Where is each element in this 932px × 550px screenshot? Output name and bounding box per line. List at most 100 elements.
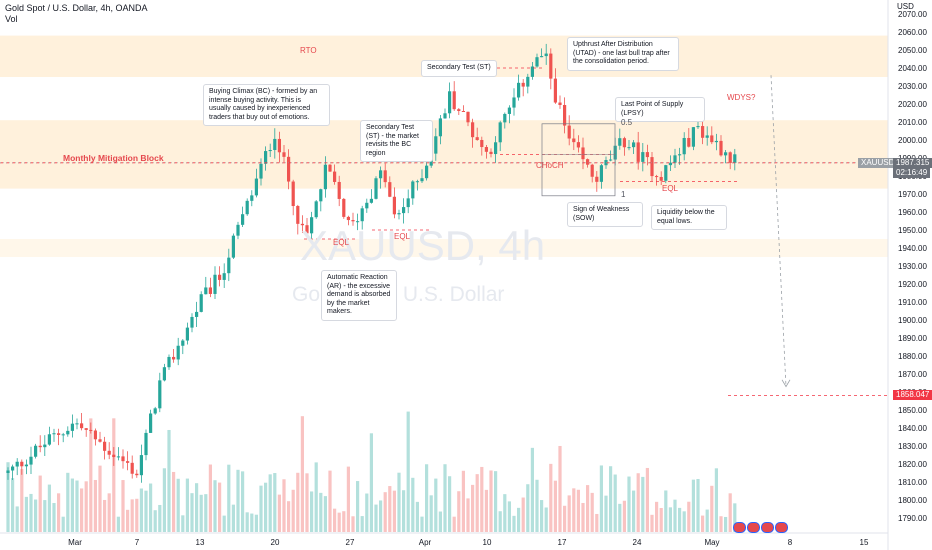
volume-bar — [287, 501, 291, 532]
note-automatic-reaction[interactable]: Automatic Reaction (AR) - the excessive … — [321, 270, 397, 321]
note-buying-climax[interactable]: Buying Climax (BC) - formed by an intens… — [203, 84, 330, 126]
price-tick-label: 1850.00 — [898, 406, 927, 415]
volume-bar — [310, 491, 314, 532]
us-flag-icon[interactable] — [747, 522, 760, 533]
volume-bar — [75, 480, 79, 532]
note-sow[interactable]: Sign of Weakness (SOW) — [567, 202, 643, 227]
candle-body — [314, 201, 318, 218]
us-flag-icon[interactable] — [761, 522, 774, 533]
candle-body — [61, 434, 65, 436]
volume-label: Vol — [5, 14, 18, 24]
candle-body — [296, 206, 300, 224]
us-flag-icon[interactable] — [733, 522, 746, 533]
volume-bar — [61, 516, 65, 532]
volume-bar — [586, 485, 590, 532]
volume-bar — [650, 514, 654, 532]
candle-body — [121, 456, 125, 462]
candle-body — [457, 109, 461, 111]
volume-bar — [227, 464, 231, 532]
volume-bar — [112, 418, 116, 532]
volume-bar — [351, 516, 355, 532]
chart-title: Gold Spot / U.S. Dollar, 4h, OANDA — [5, 3, 148, 13]
candle-body — [659, 176, 663, 181]
volume-bar — [549, 463, 553, 532]
candle-body — [397, 213, 401, 215]
volume-bar — [678, 507, 682, 532]
volume-bar — [484, 489, 488, 532]
volume-bar — [144, 490, 148, 532]
volume-bar — [668, 507, 672, 532]
note-liquidity[interactable]: Liquidity below the equal lows. — [651, 205, 727, 230]
candle-body — [563, 104, 567, 126]
candle-body — [388, 182, 392, 197]
volume-bar — [103, 499, 107, 532]
time-tick-label: 10 — [483, 538, 492, 547]
candle-body — [236, 224, 240, 236]
candle-body — [622, 138, 626, 148]
candle-body — [392, 196, 396, 215]
candle-body — [664, 165, 668, 181]
candle-body — [144, 432, 148, 456]
note-utad[interactable]: Upthrust After Distribution (UTAD) - one… — [567, 37, 679, 71]
price-tick-label: 2010.00 — [898, 118, 927, 127]
candle-body — [411, 181, 415, 199]
candle-body — [632, 142, 636, 148]
volume-bar — [521, 497, 525, 532]
volume-bar — [425, 464, 429, 532]
volume-bar — [369, 433, 373, 532]
volume-bar — [29, 493, 33, 532]
us-flag-icon[interactable] — [775, 522, 788, 533]
time-axis: Mar 7 13 20 27 Apr 10 17 24 May 8 15 — [0, 532, 888, 547]
candle-body — [489, 151, 493, 155]
note-secondary-test-1[interactable]: Secondary Test (ST) - the market revisit… — [360, 120, 433, 162]
watermark-symbol: XAUUSD, 4h — [300, 222, 546, 269]
candle-body — [337, 181, 341, 199]
candle-body — [300, 223, 304, 226]
candle-body — [75, 423, 79, 425]
candle-body — [47, 434, 51, 445]
candle-body — [438, 118, 442, 137]
volume-bar — [411, 477, 415, 532]
time-tick-label: 17 — [558, 538, 567, 547]
volume-bar — [204, 494, 208, 532]
price-tick-label: 2050.00 — [898, 46, 927, 55]
candle-body — [641, 152, 645, 162]
candle-body — [618, 138, 622, 146]
volume-bar — [93, 479, 97, 532]
candle-body — [507, 107, 511, 114]
price-tick-label: 1800.00 — [898, 496, 927, 505]
time-tick-label: May — [704, 538, 719, 547]
price-tick-label: 2060.00 — [898, 28, 927, 37]
candle-body — [139, 455, 143, 476]
candle-body — [6, 470, 10, 473]
note-lpsy[interactable]: Last Point of Supply (LPSY) — [615, 97, 705, 122]
price-tick-label: 1900.00 — [898, 316, 927, 325]
volume-bar — [250, 513, 254, 532]
candle-body — [52, 433, 56, 435]
volume-bar — [107, 493, 111, 532]
volume-bar — [199, 494, 203, 532]
volume-bar — [622, 500, 626, 532]
price-tick-label: 1870.00 — [898, 370, 927, 379]
volume-bar — [383, 492, 387, 532]
volume-bar — [84, 481, 88, 532]
candle-body — [517, 82, 521, 98]
note-secondary-test-2[interactable]: Secondary Test (ST) — [421, 60, 497, 77]
volume-bar — [277, 494, 281, 532]
volume-bar — [20, 469, 24, 532]
currency-label: USD — [897, 2, 914, 11]
candle-body — [323, 164, 327, 190]
countdown-tag: 02:16:49 — [893, 168, 931, 178]
volume-bar — [15, 506, 19, 532]
volume-layer — [6, 411, 737, 532]
candle-body — [176, 345, 180, 360]
volume-bar — [503, 494, 507, 532]
event-flags[interactable] — [733, 520, 788, 538]
volume-bar — [305, 473, 309, 532]
label-wdys: WDYS? — [727, 93, 756, 102]
volume-bar — [57, 493, 61, 532]
candle-body — [365, 202, 369, 209]
volume-bar — [443, 464, 447, 532]
volume-bar — [659, 507, 663, 532]
